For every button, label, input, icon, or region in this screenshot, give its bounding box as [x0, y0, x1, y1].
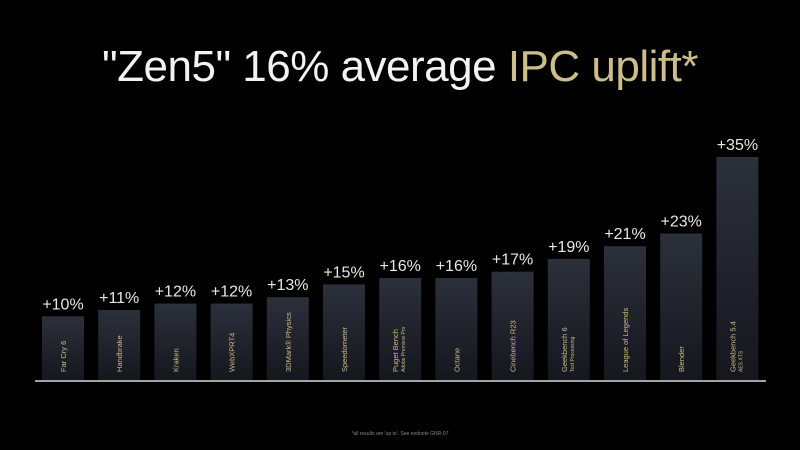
category-label: Puget Bench	[391, 329, 400, 372]
title-accent: IPC uplift*	[507, 42, 699, 91]
category-label: 3DMark® Physics	[284, 312, 293, 372]
bar	[716, 157, 759, 380]
value-label: +16%	[380, 258, 421, 275]
bar	[42, 316, 84, 380]
title-main: "Zen5" 16% average	[102, 42, 508, 91]
page-title: "Zen5" 16% average IPC uplift*	[0, 42, 800, 92]
value-label: +19%	[548, 239, 589, 256]
category-label: Octane	[452, 348, 461, 372]
bar	[98, 309, 141, 380]
value-label: +15%	[323, 264, 364, 281]
value-label: +21%	[604, 226, 645, 243]
value-label: +13%	[267, 277, 308, 294]
value-label: +11%	[99, 290, 139, 307]
category-label: Far Cry 6	[59, 341, 68, 372]
category-label: Handbrake	[115, 335, 124, 372]
category-label: WebXPRT4	[228, 333, 237, 372]
category-sublabel: Adobe Premiere Pro	[401, 326, 407, 372]
category-label: League of Legends	[621, 308, 630, 372]
bar	[266, 297, 309, 380]
bar	[547, 258, 590, 380]
value-label: +12%	[211, 284, 252, 301]
bar	[491, 271, 534, 380]
value-label: +35%	[717, 137, 758, 154]
bar	[435, 278, 478, 380]
bar	[379, 278, 422, 380]
bar	[154, 303, 197, 380]
value-label: +23%	[661, 213, 702, 230]
bar	[604, 246, 646, 380]
category-sublabel: Text Processing	[570, 336, 576, 372]
value-label: +16%	[436, 258, 477, 275]
footnote: *all results are 'up to'. See endnote GN…	[351, 431, 449, 437]
value-label: +12%	[155, 284, 196, 301]
bar	[210, 303, 253, 380]
value-label: +10%	[42, 296, 83, 313]
category-label: Geekbench 6	[560, 327, 569, 372]
category-label: Cinebench R23	[509, 320, 518, 372]
category-label: Speedometer	[340, 326, 349, 372]
category-label: Geekbench 5.4	[728, 321, 737, 372]
category-sublabel: AES XTS	[738, 350, 744, 372]
bar	[660, 233, 703, 380]
category-label: Kraken	[171, 348, 180, 372]
value-label: +17%	[492, 252, 533, 269]
category-label: Blender	[677, 346, 686, 372]
bar	[323, 284, 365, 380]
